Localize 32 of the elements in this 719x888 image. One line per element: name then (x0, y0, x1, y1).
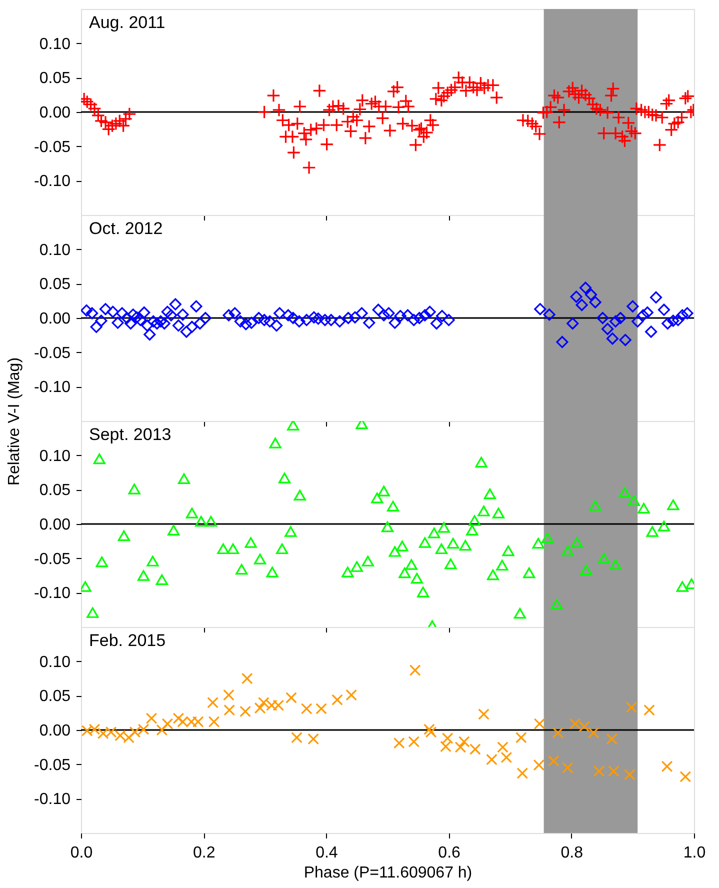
chart-title: Sept. 2013 (89, 425, 172, 444)
x-tick-label: 0.8 (560, 844, 584, 862)
y-tick-label: 0.10 (39, 242, 71, 259)
x-tick-label: 0.4 (316, 844, 338, 862)
x-tick-label: 1.0 (683, 844, 706, 862)
y-tick-label: -0.05 (34, 344, 71, 362)
y-tick-label: 0.10 (39, 36, 71, 53)
y-tick-label: 0.05 (39, 70, 71, 88)
y-tick-label: 0.00 (39, 722, 71, 740)
y-tick-label: -0.10 (34, 173, 71, 190)
y-tick-label: -0.10 (34, 379, 71, 396)
chart-title: Oct. 2012 (89, 219, 163, 238)
y-tick-label: 0.05 (39, 482, 71, 500)
x-tick-label: 0.6 (438, 844, 461, 862)
y-axis-title: Relative V-I (Mag) (6, 357, 24, 486)
y-tick-label: -0.10 (34, 585, 71, 602)
x-axis-title: Phase (P=11.609067 h) (304, 864, 472, 882)
y-tick-label: 0.05 (39, 276, 71, 294)
chart-title: Feb. 2015 (89, 631, 166, 650)
y-tick-label: 0.00 (39, 310, 71, 328)
y-tick-label: -0.10 (34, 791, 71, 808)
y-tick-label: 0.10 (39, 448, 71, 465)
y-tick-label: -0.05 (34, 756, 71, 774)
x-tick-label: 0.2 (192, 844, 216, 862)
y-tick-label: -0.05 (34, 138, 71, 156)
y-tick-label: 0.05 (39, 688, 71, 706)
y-tick-label: 0.00 (39, 104, 71, 122)
y-tick-label: 0.00 (39, 516, 71, 534)
chart-title: Aug. 2011 (89, 13, 166, 32)
y-tick-label: -0.05 (34, 550, 71, 568)
y-tick-label: 0.10 (39, 654, 71, 671)
x-tick-label: 0.0 (70, 844, 93, 862)
